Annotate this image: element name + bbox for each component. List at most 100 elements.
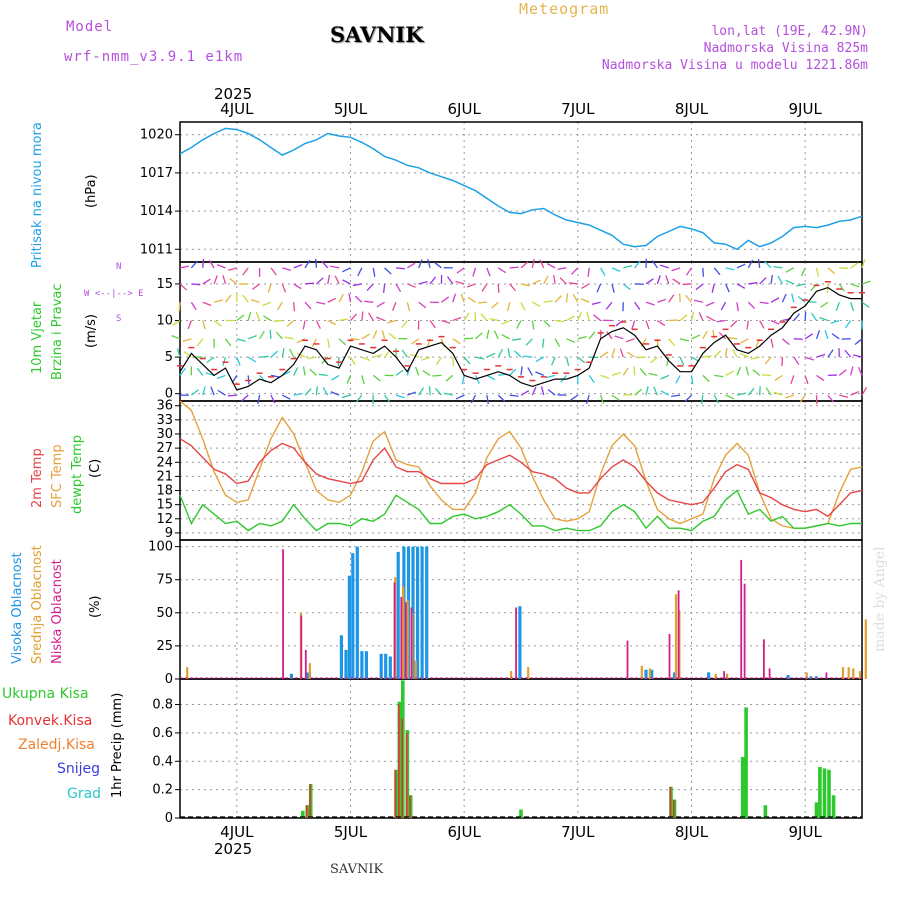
x-tick-label-bottom: 8JUL — [675, 823, 709, 841]
wind-arrow — [357, 267, 363, 277]
y-tick-label: 0.8 — [152, 698, 173, 713]
wind-arrow — [229, 278, 238, 285]
cloud-high-bar — [786, 675, 790, 679]
y-tick-label: 1017 — [140, 166, 173, 181]
cloud-low-bar — [300, 615, 303, 679]
wind-arrow — [861, 259, 866, 269]
wind-arrow — [557, 267, 567, 270]
wind-arrow — [645, 278, 654, 285]
wind-arrow — [713, 350, 722, 358]
cloud-low-bar — [723, 671, 725, 679]
wind-arrow — [634, 260, 641, 269]
precip-conv-bar — [409, 795, 411, 818]
wind-arrow — [565, 356, 570, 366]
wind-arrow — [293, 302, 296, 312]
wind-arrow — [827, 349, 834, 358]
pressure-line — [179, 127, 863, 251]
wind-arrow — [671, 394, 681, 398]
wind-arrow — [432, 374, 442, 377]
wind-arrow — [691, 334, 700, 340]
wind-arrow — [566, 338, 576, 343]
wind-arrow — [395, 283, 402, 292]
wind-arrow — [187, 320, 192, 330]
wind-arrow — [276, 301, 283, 311]
wind-arrow — [835, 302, 840, 311]
precip-total-bar — [763, 805, 768, 818]
x-tick-label-bottom: 4JUL — [220, 823, 254, 841]
wind-arrow — [668, 294, 675, 303]
y-tick-label: 18 — [156, 484, 173, 499]
wind-arrow — [782, 338, 790, 346]
wind-arrow — [196, 338, 204, 347]
wind-arrow — [361, 375, 365, 385]
wind-arrow — [501, 334, 510, 340]
wind-arrow — [315, 320, 321, 329]
wind-arrow — [407, 391, 417, 396]
wind-arrow — [315, 386, 318, 396]
meteogram-label: Meteogram — [519, 0, 610, 18]
wind-arrow — [486, 352, 496, 358]
wind-arrow — [172, 319, 181, 326]
precip-total-bar — [744, 707, 748, 818]
wind-arrow — [267, 283, 272, 293]
wind-arrow — [693, 299, 704, 303]
wind-arrow — [388, 332, 397, 340]
precip-conv-bar — [669, 786, 672, 818]
wind-arrow — [581, 283, 590, 290]
model-label: Model — [66, 19, 114, 35]
wind-arrow — [178, 302, 181, 312]
wind-arrow — [639, 368, 647, 376]
cloud-low-bar — [515, 607, 517, 679]
wind-arrow — [190, 301, 197, 311]
wind-arrow — [660, 264, 669, 269]
x-tick-label-bottom: 9JUL — [789, 823, 823, 841]
precip-conv-bar — [405, 732, 408, 818]
wind-arrow — [586, 311, 590, 321]
y-tick-label: 0 — [165, 387, 173, 402]
cloud-high-bar — [425, 546, 429, 679]
wind-arrow — [381, 329, 386, 339]
x-tick-label-top: 8JUL — [675, 100, 709, 118]
wind-arrow — [516, 320, 522, 329]
wind-arrow — [433, 261, 442, 269]
wind-arrow — [596, 283, 602, 293]
wind-arrow — [543, 320, 551, 328]
y-tick-label: 10 — [156, 314, 173, 329]
y-tick-label: 36 — [156, 399, 173, 414]
wind-arrow — [316, 301, 326, 305]
cloud-mid-bar — [859, 671, 862, 679]
elevation-label: Nadmorska Visina 825m — [703, 41, 868, 56]
wind-arrow — [327, 319, 337, 326]
precip-frz-legend: Zaledj.Kisa — [18, 737, 95, 753]
wind-arrow — [535, 356, 545, 363]
wind-arrow — [543, 275, 549, 285]
wind-arrow — [713, 267, 721, 276]
wind-arrow — [315, 277, 324, 285]
model-elevation-label: Nadmorska Visina u modelu 1221.86m — [601, 58, 868, 73]
wind-arrow — [585, 394, 590, 404]
wind-arrow — [284, 336, 294, 340]
wind-arrow — [675, 375, 681, 384]
wind-arrow — [727, 336, 738, 340]
cloud-low-bar — [393, 582, 396, 679]
wind-arrow — [611, 394, 620, 401]
wind-arrow — [764, 356, 772, 365]
wind-arrow — [270, 267, 277, 276]
wind-arrow — [348, 293, 352, 303]
wind-arrow — [460, 293, 465, 303]
wind-arrow — [384, 394, 391, 403]
wind-arrow — [477, 301, 487, 304]
cloud-mid-bar — [414, 660, 417, 679]
wind-arrow — [725, 370, 734, 376]
wind-arrow — [622, 367, 629, 376]
wind-arrow — [634, 301, 641, 310]
y-tick-label: 100 — [148, 540, 173, 555]
wind-arrow — [321, 260, 329, 269]
cloud-high-bar — [355, 546, 359, 679]
wind-arrow — [467, 296, 476, 303]
wind-arrow — [770, 319, 780, 325]
wind-arrow — [418, 259, 423, 269]
wind-arrow — [311, 338, 317, 348]
lonlat-label: lon,lat (19E, 42.9N) — [711, 24, 868, 39]
wind-arrow — [304, 282, 315, 285]
